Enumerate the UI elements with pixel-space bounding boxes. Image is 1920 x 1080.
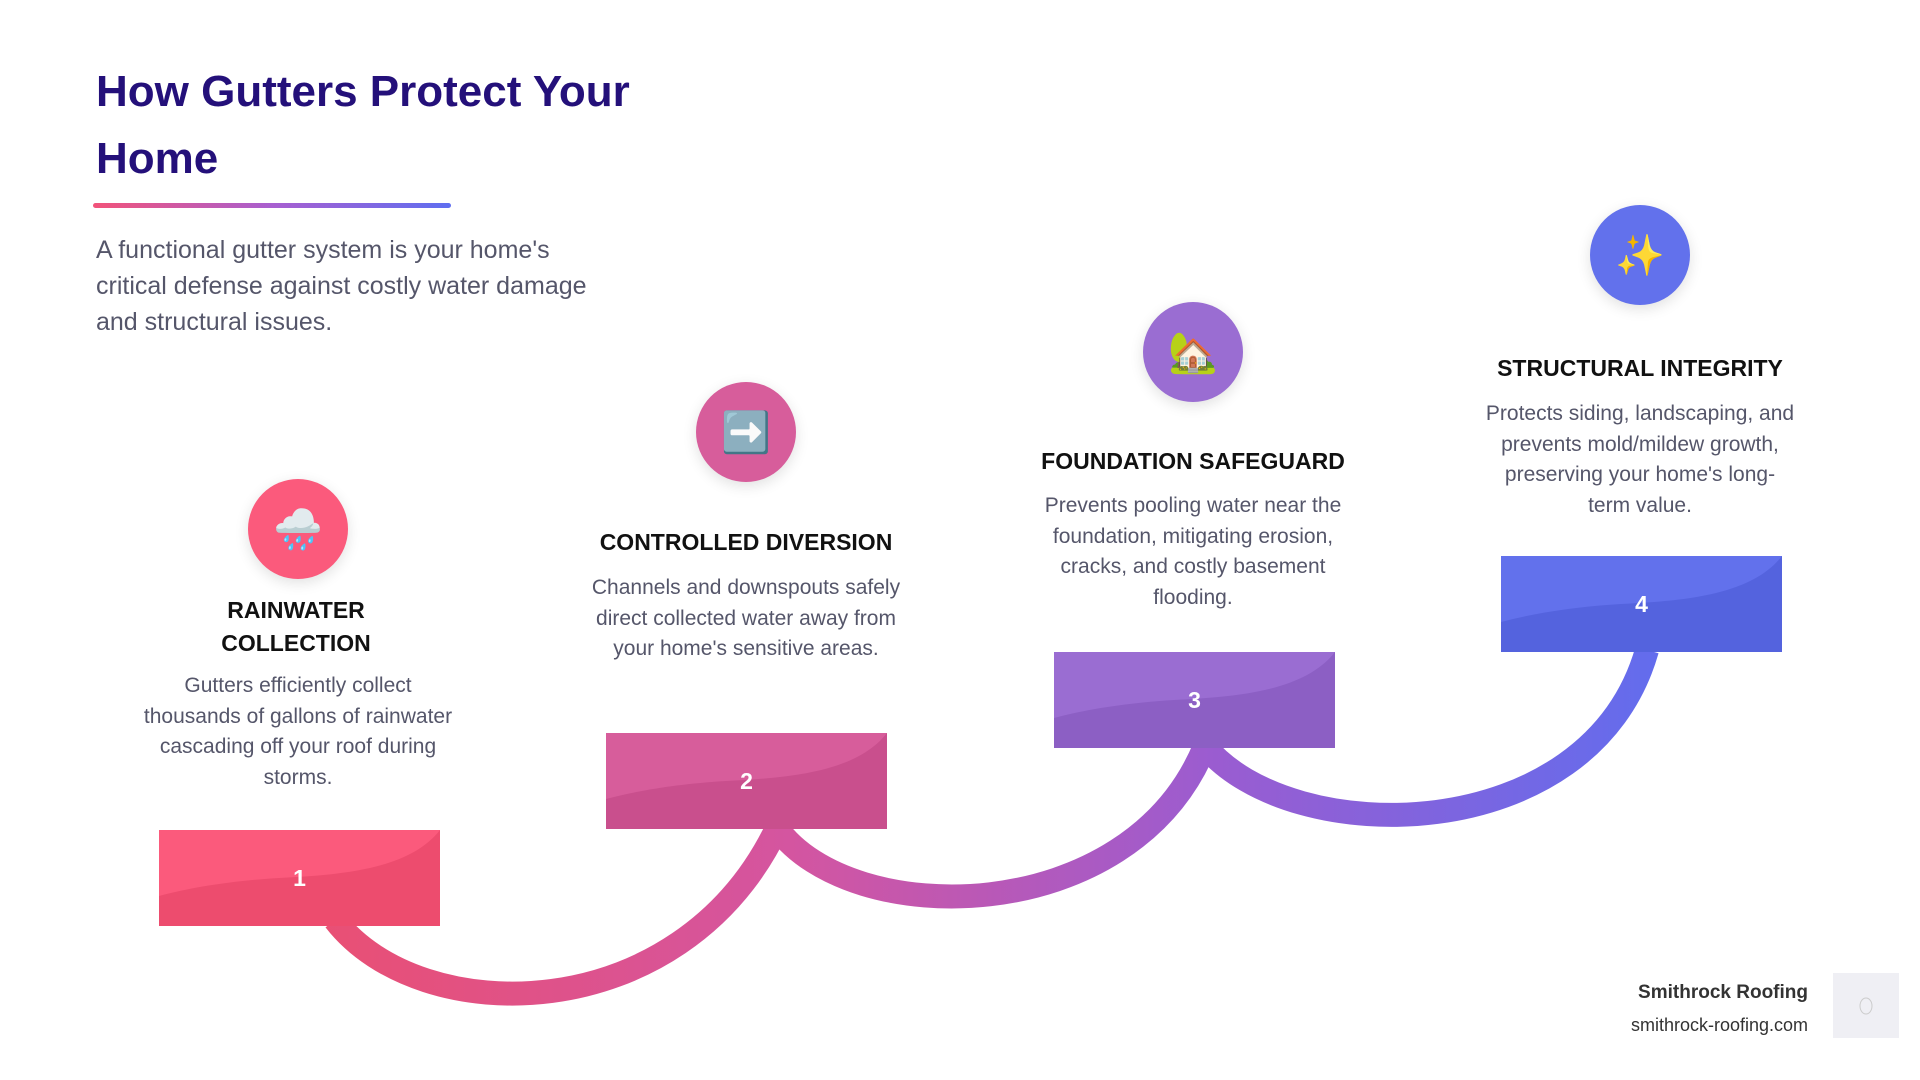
step-description: Gutters efficiently collect thousands of… (143, 674, 453, 789)
connector-arc-2 (767, 741, 1217, 909)
step-title: Controlled Diversion (599, 529, 893, 555)
brand-url[interactable]: smithrock-roofing.com (1630, 1015, 1808, 1035)
step-number: 4 (1635, 590, 1648, 617)
step-number-box: 3 (1054, 652, 1335, 748)
step-icon-circle: 🌧️ (248, 479, 348, 579)
step-number: 3 (1188, 686, 1201, 713)
logo-placeholder-icon (1859, 997, 1873, 1014)
brand-logo (1833, 973, 1899, 1038)
step-number-box: 2 (606, 733, 887, 829)
brand-name: Smithrock Roofing (1638, 982, 1808, 1003)
step-title: Foundation Safeguard (1041, 448, 1345, 474)
step-description: Channels and downspouts safely direct co… (591, 576, 901, 660)
step-number: 1 (293, 864, 306, 891)
rain-cloud-icon: 🌧️ (273, 507, 323, 552)
connector-arc-3 (1195, 646, 1659, 827)
step-number-box: 4 (1501, 556, 1782, 652)
step-title: Rainwater Collection (221, 597, 371, 656)
page-title: How Gutters Protect Your Home (96, 67, 630, 183)
step-title: Structural Integrity (1497, 355, 1783, 381)
intro-text: A functional gutter system is your home'… (96, 236, 587, 336)
title-underline (93, 203, 451, 208)
house-with-garden-icon: 🏡 (1168, 330, 1218, 375)
connector-arc-1 (325, 822, 788, 1006)
step-icon-circle: ✨ (1590, 205, 1690, 305)
step-icon-circle: 🏡 (1143, 302, 1243, 402)
step-number-box: 1 (159, 830, 440, 926)
brand-block: Smithrock Roofing smithrock-roofing.com (1631, 980, 1808, 1038)
step-number: 2 (740, 767, 753, 794)
sparkles-icon: ✨ (1615, 233, 1665, 278)
right-arrow-icon: ➡️ (721, 410, 771, 455)
step-icon-circle: ➡️ (696, 382, 796, 482)
step-description: Prevents pooling water near the foundati… (1044, 494, 1342, 609)
step-description: Protects siding, landscaping, and preven… (1485, 402, 1795, 517)
